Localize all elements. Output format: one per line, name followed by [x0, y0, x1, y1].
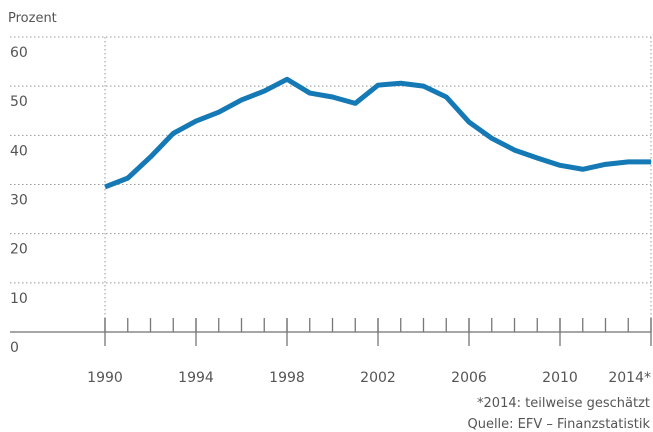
footnote: *2014: teilweise geschätzt	[477, 396, 650, 411]
y-tick-label: 60	[10, 45, 28, 61]
y-tick-label: 0	[10, 340, 19, 356]
source: Quelle: EFV – Finanzstatistik	[467, 417, 650, 432]
y-tick-label: 10	[10, 291, 28, 307]
x-tick-label: 2014*	[608, 370, 651, 386]
y-tick-label: 40	[10, 143, 28, 159]
y-tick-label: 20	[10, 242, 28, 258]
y-axis-label: Prozent	[8, 11, 57, 26]
x-tick-label: 2002	[360, 370, 396, 386]
y-tick-label: 50	[10, 94, 28, 110]
x-tick-label: 2006	[451, 370, 487, 386]
x-tick-label: 1998	[269, 370, 305, 386]
x-tick-label: 1990	[87, 370, 123, 386]
x-tick-label: 2010	[542, 370, 578, 386]
line	[104, 76, 651, 190]
y-tick-label: 30	[10, 193, 28, 209]
x-tick-label: 1994	[178, 370, 214, 386]
